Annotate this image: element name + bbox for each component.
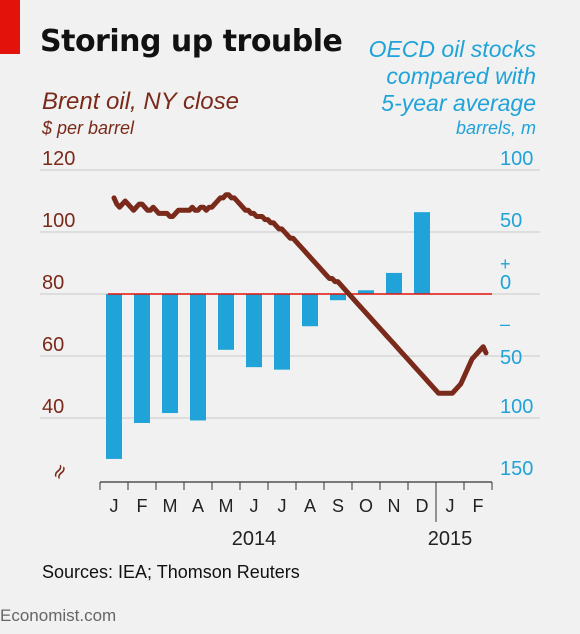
month-label: M [163,496,178,516]
month-label: F [473,496,484,516]
stock-bar [218,294,234,350]
red-flag [0,0,20,54]
brent-line [111,192,489,396]
source-note: Sources: IEA; Thomson Reuters [42,562,300,582]
right-axis-title-line-3: 5-year average [381,90,536,116]
month-label: S [332,496,344,516]
stock-bar [106,294,122,459]
left-tick-label: 60 [42,334,64,356]
month-label: M [219,496,234,516]
right-tick-label: 150 [500,458,533,480]
right-axis-title-line-2: compared with [386,63,536,89]
stock-bar [414,212,430,294]
right-tick-label: 50 [500,347,522,369]
stock-bar [358,290,374,294]
left-axis-unit: $ per barrel [42,118,135,138]
stock-bar [134,294,150,423]
brand-label: Economist.com [0,606,117,625]
stock-bar [386,272,402,294]
right-tick-label: 50 [500,210,522,232]
month-label: O [359,496,373,516]
stock-bar [274,294,290,370]
stock-bar [302,294,318,327]
stock-bar [330,294,346,301]
left-tick-label: 80 [42,272,64,294]
chart-title: Storing up trouble [40,24,343,59]
left-axis-title: Brent oil, NY close [42,88,239,115]
stock-bar [190,294,206,421]
right-tick-label: 100 [500,396,533,418]
month-label: J [278,496,287,516]
month-label: F [137,496,148,516]
month-label: D [416,496,429,516]
month-label: N [388,496,401,516]
month-label: A [304,496,316,516]
left-tick-label: 120 [42,148,75,170]
axis-break-symbol: ≈ [45,458,74,485]
month-label: J [446,496,455,516]
stock-bar [246,294,262,368]
year-label: 2015 [428,528,473,550]
right-axis-title: OECD oil stocks compared with 5-year ave… [336,36,536,117]
right-axis-unit: barrels, m [455,118,536,138]
left-tick-label: 40 [42,396,64,418]
right-tick-label: 0 [500,272,511,294]
month-label: J [250,496,259,516]
right-plus-sign: + [500,254,511,274]
right-tick-label: 100 [500,148,533,170]
stock-bar [162,294,178,414]
right-axis-title-line-1: OECD oil stocks [368,36,536,62]
right-minus-sign: – [500,314,510,334]
year-label: 2014 [232,528,277,550]
left-tick-label: 100 [42,210,75,232]
month-label: J [110,496,119,516]
month-label: A [192,496,204,516]
